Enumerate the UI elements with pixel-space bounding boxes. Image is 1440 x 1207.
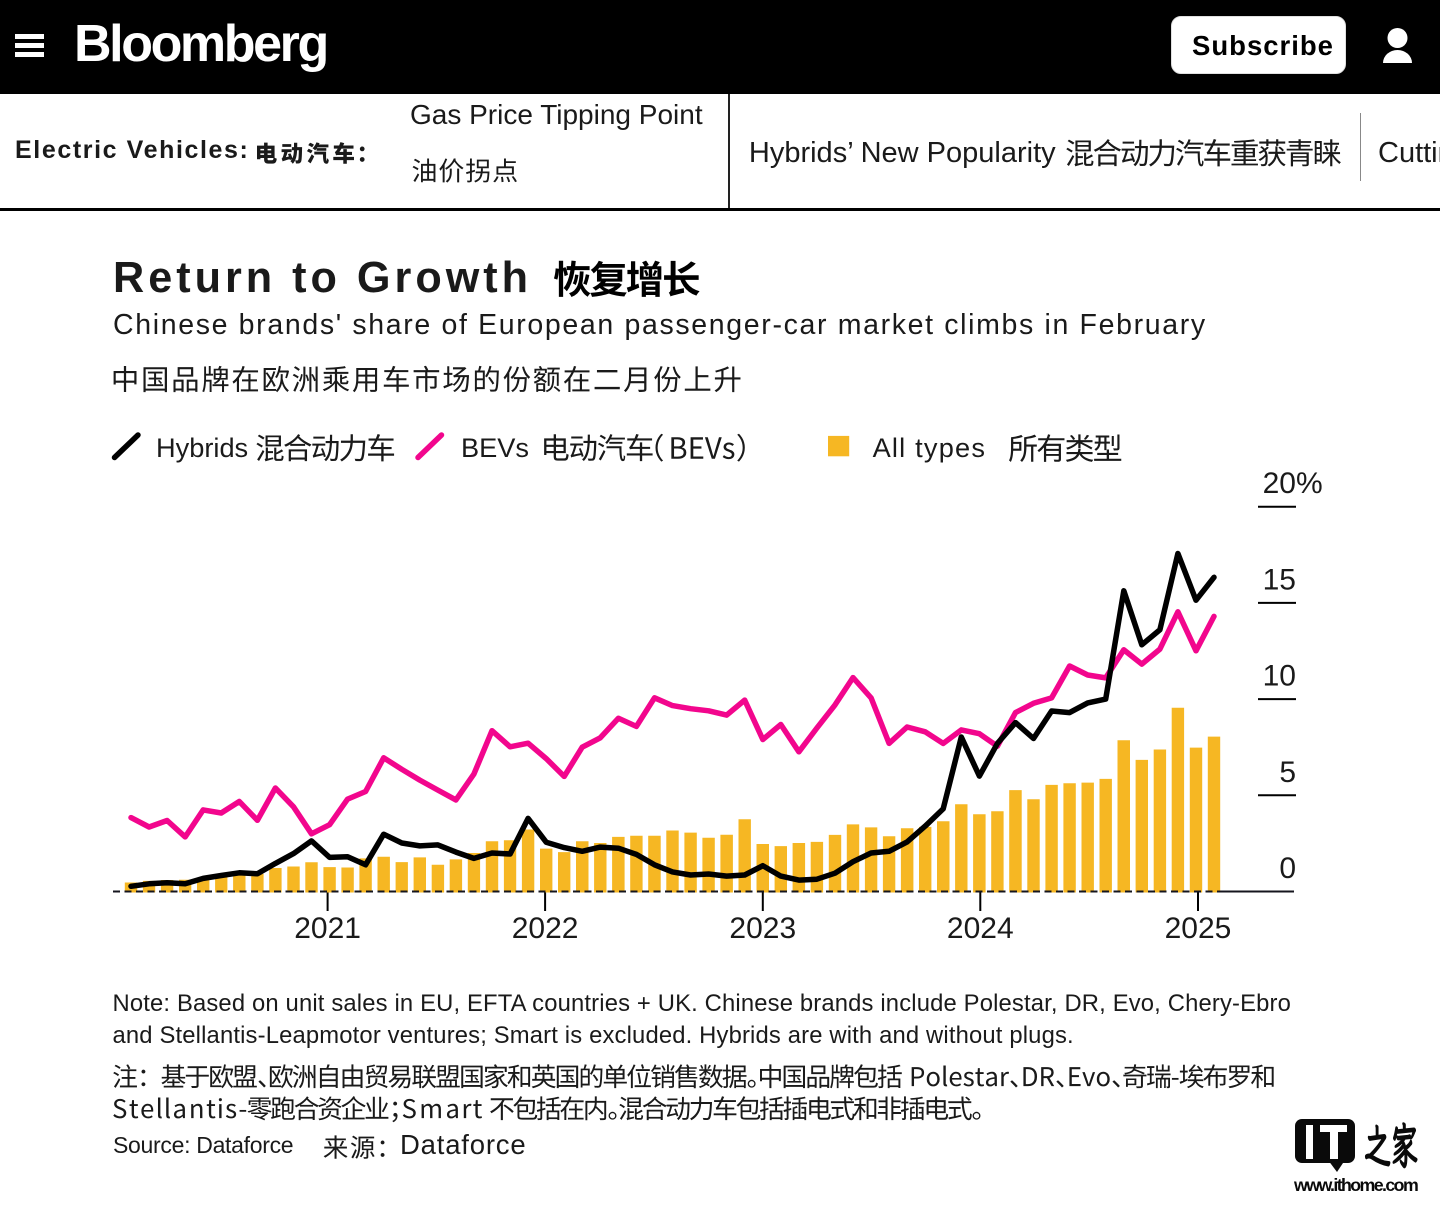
- svg-text:20: 20: [1263, 467, 1296, 500]
- svg-text:2023: 2023: [729, 912, 796, 945]
- svg-text:2024: 2024: [947, 912, 1014, 945]
- svg-text:2022: 2022: [512, 912, 579, 945]
- svg-text:%: %: [1296, 467, 1323, 500]
- svg-text:15: 15: [1263, 563, 1296, 596]
- svg-text:5: 5: [1279, 756, 1296, 789]
- svg-text:2021: 2021: [294, 912, 361, 945]
- svg-text:0: 0: [1279, 852, 1296, 885]
- svg-text:10: 10: [1263, 660, 1296, 693]
- svg-text:2025: 2025: [1165, 912, 1232, 945]
